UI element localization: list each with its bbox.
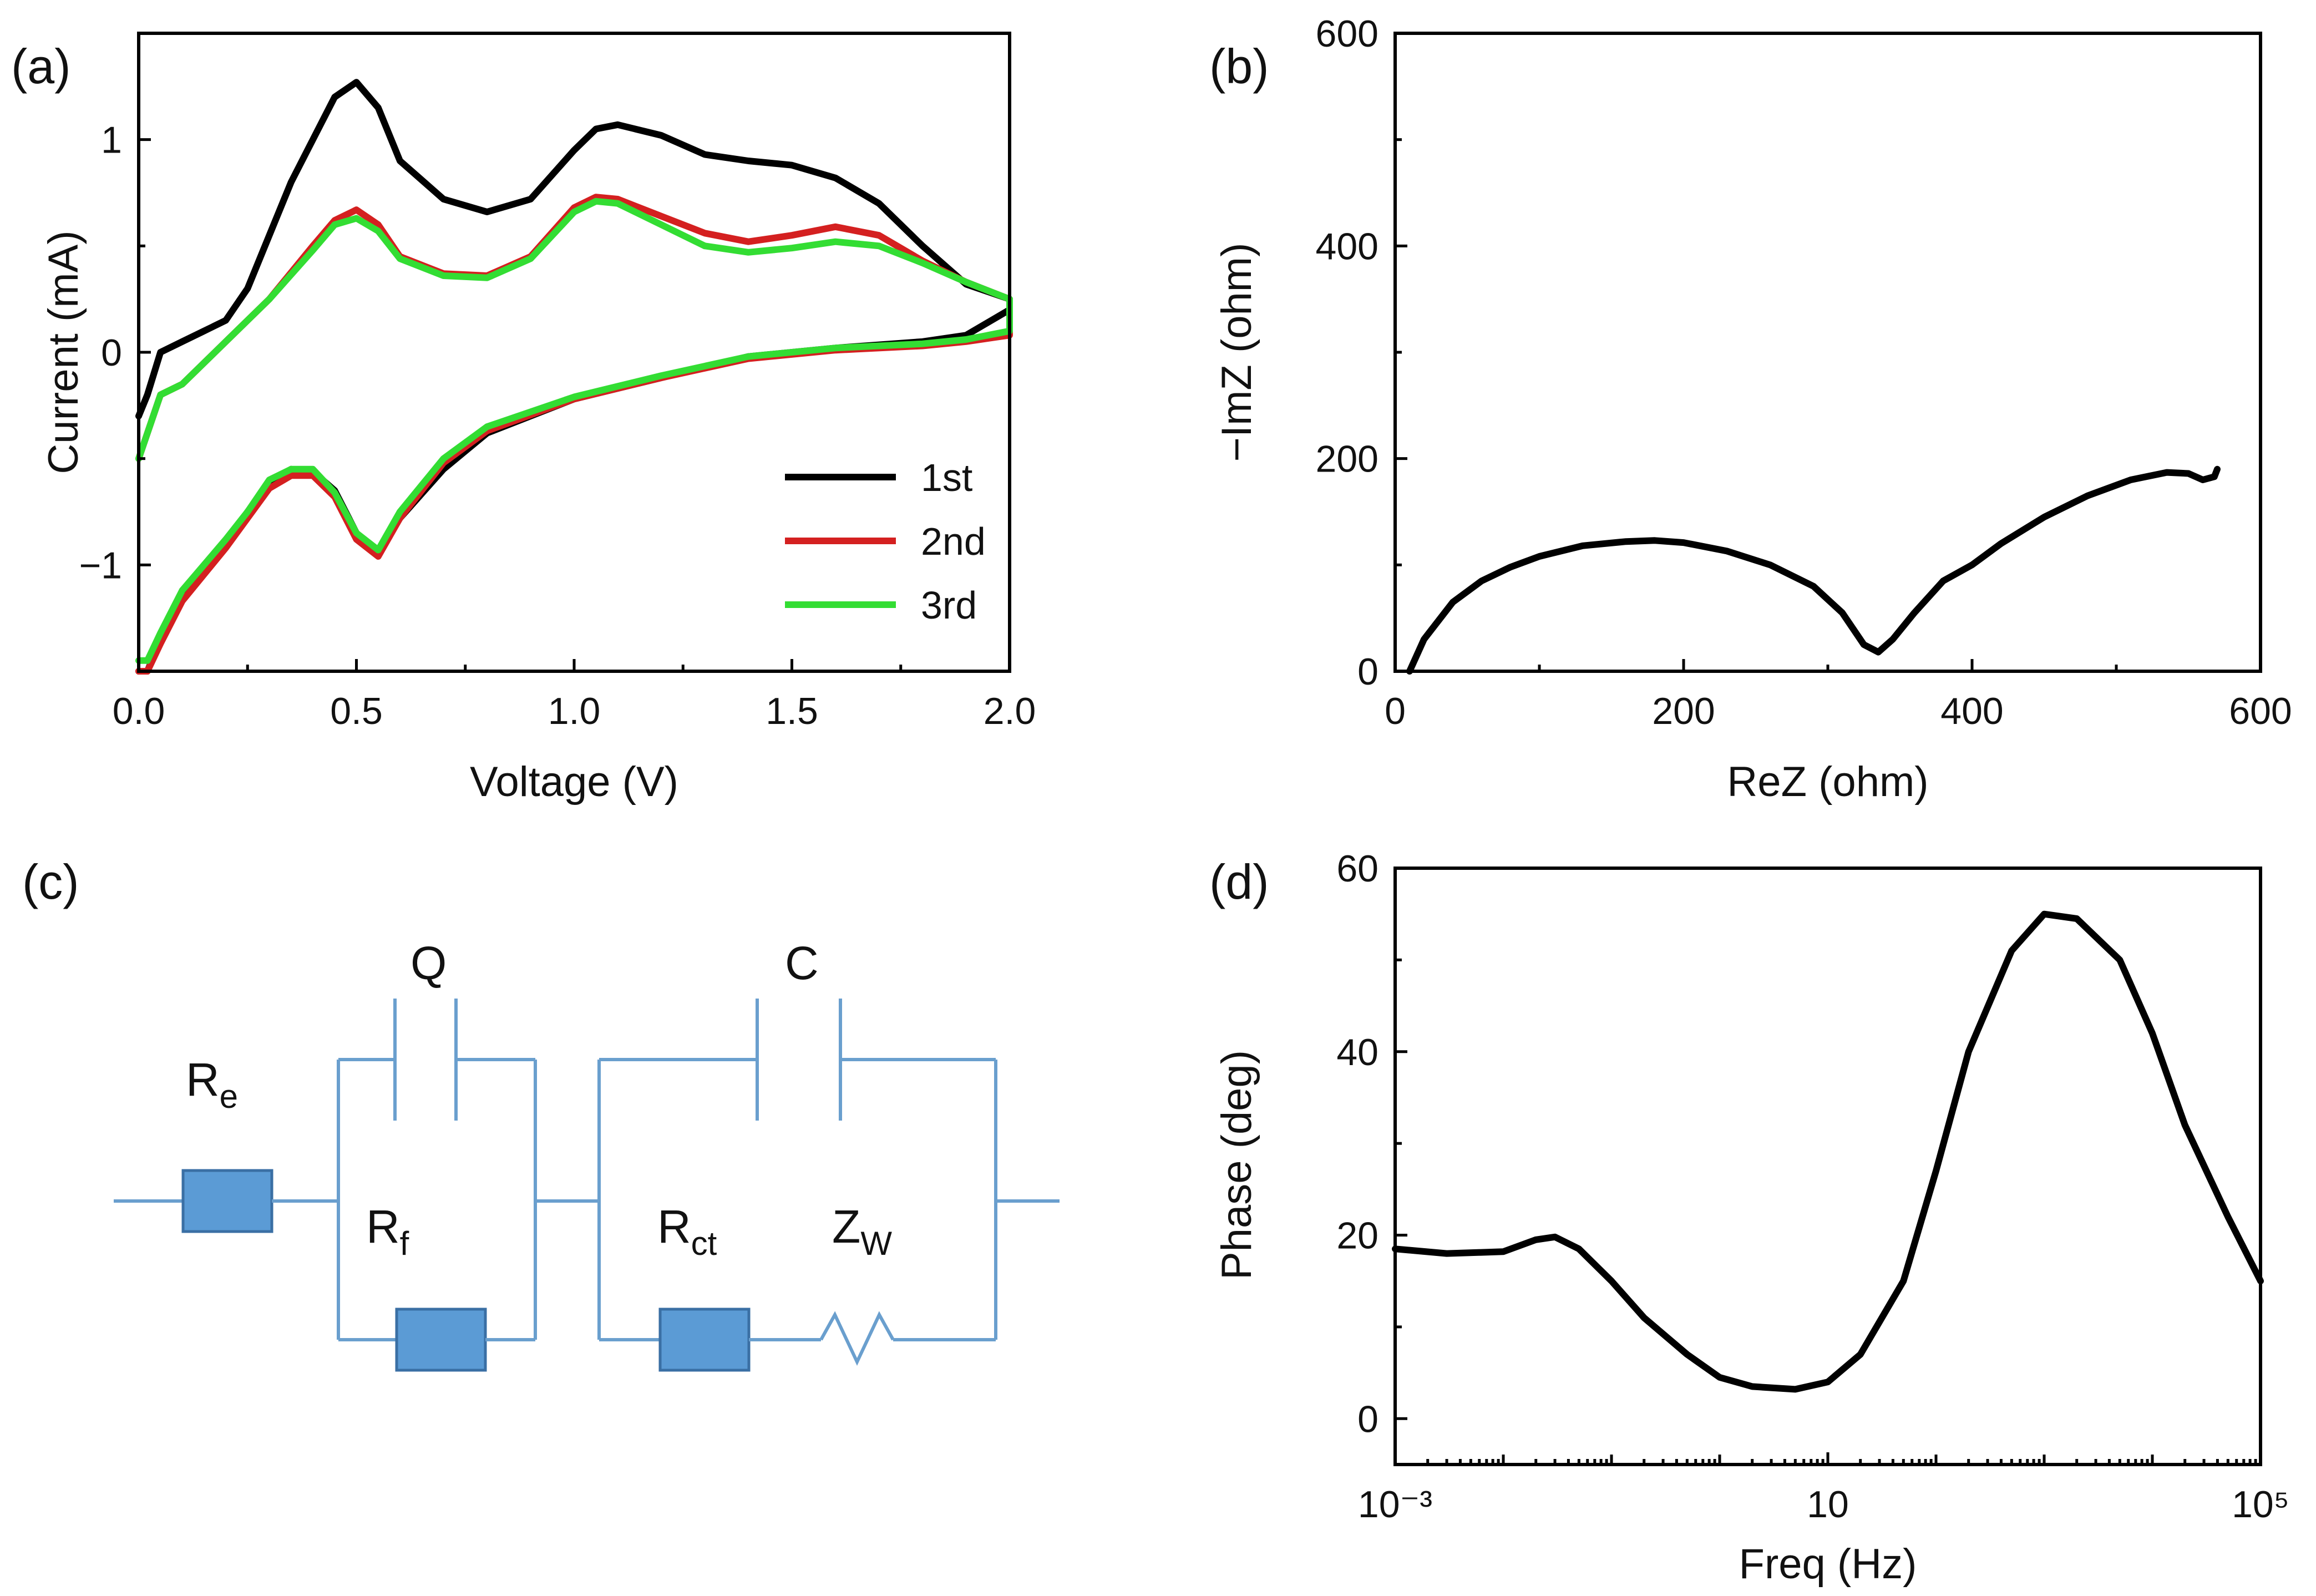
nyquist-plot-frame [1393,32,2262,673]
nyquist-x-tick-label: 400 [1940,690,2003,732]
cv-x-tick-label: 0.5 [330,690,383,732]
resistor-re [181,1169,273,1233]
nyquist-y-tick-label: 200 [1316,438,1379,480]
bode-x-tick-label: 10⁵ [2232,1483,2289,1526]
equivalent-circuit: Q C Re Rf Rct ZW [114,937,1060,1372]
panel-label-b: (b) [1209,39,1269,94]
nyquist-chart: 0 200 400 600 0 200 400 600 ReZ (ohm) −ImZ (ohm… [1213,13,2292,805]
cv-series-2nd [135,194,1013,675]
capacitor-q-label: Q [411,937,447,989]
cv-plot-frame [137,32,1011,673]
nyquist-y-tick-label: 0 [1357,651,1379,693]
resistor-rf [395,1308,487,1372]
resistor-rf-label: Rf [366,1200,409,1262]
resistor-re-label: Re [186,1053,238,1115]
nyquist-y-axis-title: −ImZ (ohm) [1213,243,1260,462]
cv-y-tick-label: −1 [79,544,122,586]
bode-y-tick-label: 0 [1357,1398,1379,1440]
cv-series-3rd [135,197,1013,664]
bode-x-tick-label: 10 [1807,1483,1849,1526]
cv-x-tick-label: 0.0 [113,690,165,732]
cv-x-tick-label: 1.0 [548,690,601,732]
legend-label-2nd: 2nd [921,520,986,563]
nyquist-y-tick-label: 600 [1316,13,1379,55]
cv-y-tick-label: 0 [101,332,122,374]
cv-y-axis-title: Current (mA) [40,230,87,474]
cv-chart: 0.0 0.5 1.0 1.5 2.0 −1 0 1 Voltage (V) Current … [40,32,1036,805]
legend-label-1st: 1st [921,456,972,499]
cv-x-tick-label: 2.0 [984,690,1036,732]
bode-plot-frame [1393,867,2262,1466]
nyquist-x-axis-title: ReZ (ohm) [1727,758,1928,805]
warburg-label: ZW [832,1200,892,1262]
bode-y-axis-title: Phase (deg) [1213,1050,1260,1280]
nyquist-x-tick-label: 0 [1385,690,1406,732]
nyquist-y-tick-label: 400 [1316,225,1379,267]
cv-x-tick-label: 1.5 [766,690,818,732]
cv-legend: 1st 2nd 3rd [785,456,986,627]
cv-y-tick-label: 1 [101,119,122,161]
bode-y-tick-label: 40 [1336,1031,1379,1073]
cv-x-axis-title: Voltage (V) [470,758,678,805]
nyquist-x-tick-label: 200 [1652,690,1715,732]
nyquist-x-tick-label: 600 [2229,690,2292,732]
panel-label-d: (d) [1209,854,1269,909]
bode-y-tick-label: 60 [1336,848,1379,890]
legend-label-3rd: 3rd [921,584,977,627]
bode-x-tick-label: 10⁻³ [1358,1483,1432,1526]
bode-phase-series [1392,910,2264,1393]
cv-series-1st [135,79,1013,675]
nyquist-series [1406,465,2221,675]
panel-label-c: (c) [22,854,79,909]
bode-x-axis-title: Freq (Hz) [1739,1541,1917,1588]
panel-label-a: (a) [11,39,71,94]
warburg-element [819,1311,895,1366]
bode-phase-chart: 10⁻³ 10 10⁵ 0 20 40 60 Freq (Hz) Phase (deg) [1213,848,2289,1588]
bode-y-tick-label: 20 [1336,1215,1379,1257]
resistor-rct [658,1308,751,1372]
capacitor-c-label: C [785,937,819,989]
resistor-rct-label: Rct [657,1200,717,1262]
